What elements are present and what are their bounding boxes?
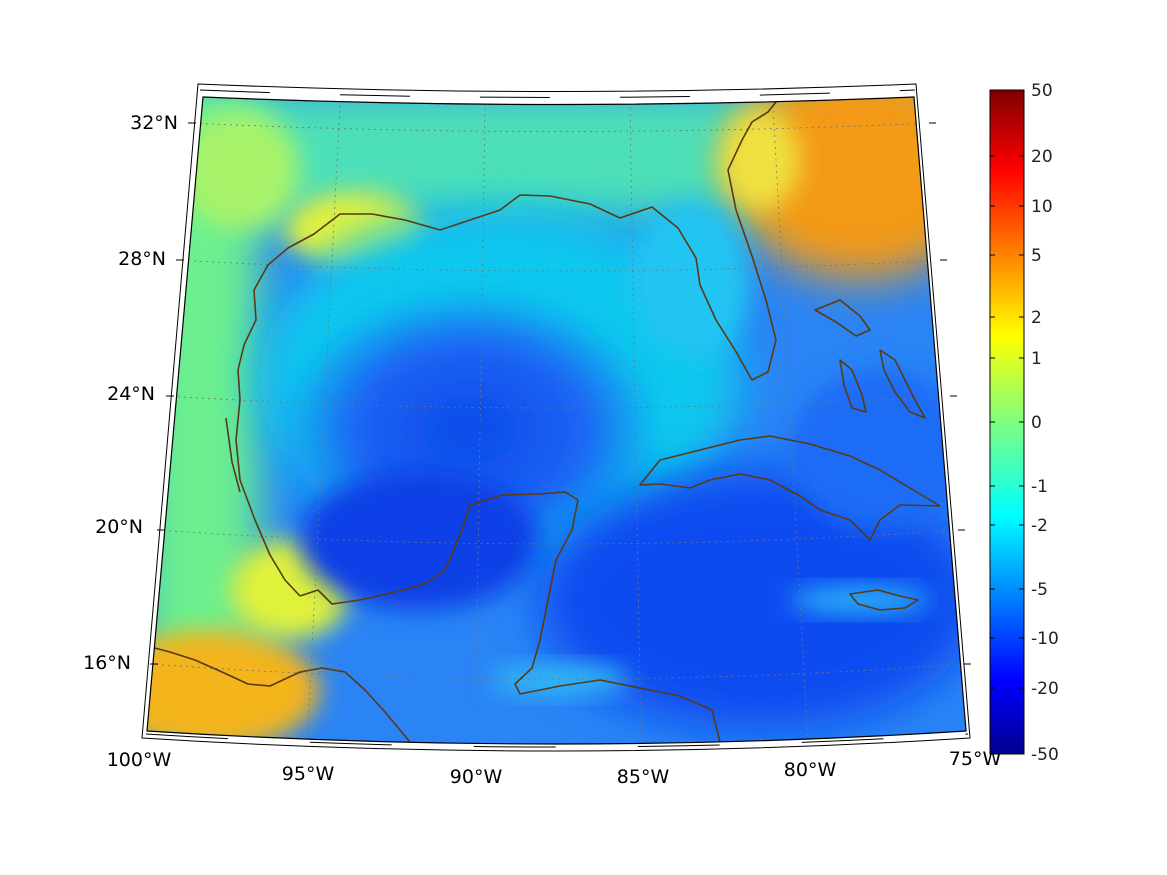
lon-label: 85°W	[617, 766, 670, 788]
axis-ticks	[150, 122, 971, 665]
colorbar-tick-label: 20	[1031, 147, 1053, 167]
data-field	[147, 97, 966, 744]
lat-label: 24°N	[107, 383, 155, 405]
lat-label: 16°N	[83, 652, 131, 674]
lon-label: 90°W	[450, 766, 503, 788]
colorbar-tick-label: -2	[1031, 516, 1048, 536]
lon-label: 95°W	[282, 763, 335, 785]
colorbar-tick-label: -50	[1031, 745, 1059, 765]
colorbar-tick-label: 1	[1031, 349, 1042, 369]
colorbar-tick-label: -5	[1031, 580, 1048, 600]
graticule	[149, 104, 965, 744]
colorbar-tick-label: 2	[1031, 308, 1042, 328]
map-frame	[141, 83, 971, 752]
longitude-labels: 100°W 95°W 90°W 85°W 80°W 75°W	[107, 748, 1002, 788]
lon-label: 100°W	[107, 749, 172, 771]
lat-label: 20°N	[95, 516, 143, 538]
colorbar-tick-label: -1	[1031, 477, 1048, 497]
lon-label: 80°W	[784, 759, 837, 781]
coastlines	[147, 97, 941, 743]
colorbar-tick-label: 0	[1031, 413, 1042, 433]
lat-label: 28°N	[118, 248, 166, 270]
colorbar-tick-label: 50	[1031, 81, 1053, 101]
colorbar-tick-label: 10	[1031, 197, 1053, 217]
lon-label: 75°W	[949, 748, 1002, 770]
lat-label: 32°N	[130, 112, 178, 134]
colorbar-tick-label: -10	[1031, 629, 1059, 649]
colorbar-tick-label: -20	[1031, 679, 1059, 699]
colorbar-tick-label: 5	[1031, 246, 1042, 266]
colorbar-gradient	[989, 89, 1025, 755]
latitude-labels: 32°N 28°N 24°N 20°N 16°N	[83, 112, 178, 674]
